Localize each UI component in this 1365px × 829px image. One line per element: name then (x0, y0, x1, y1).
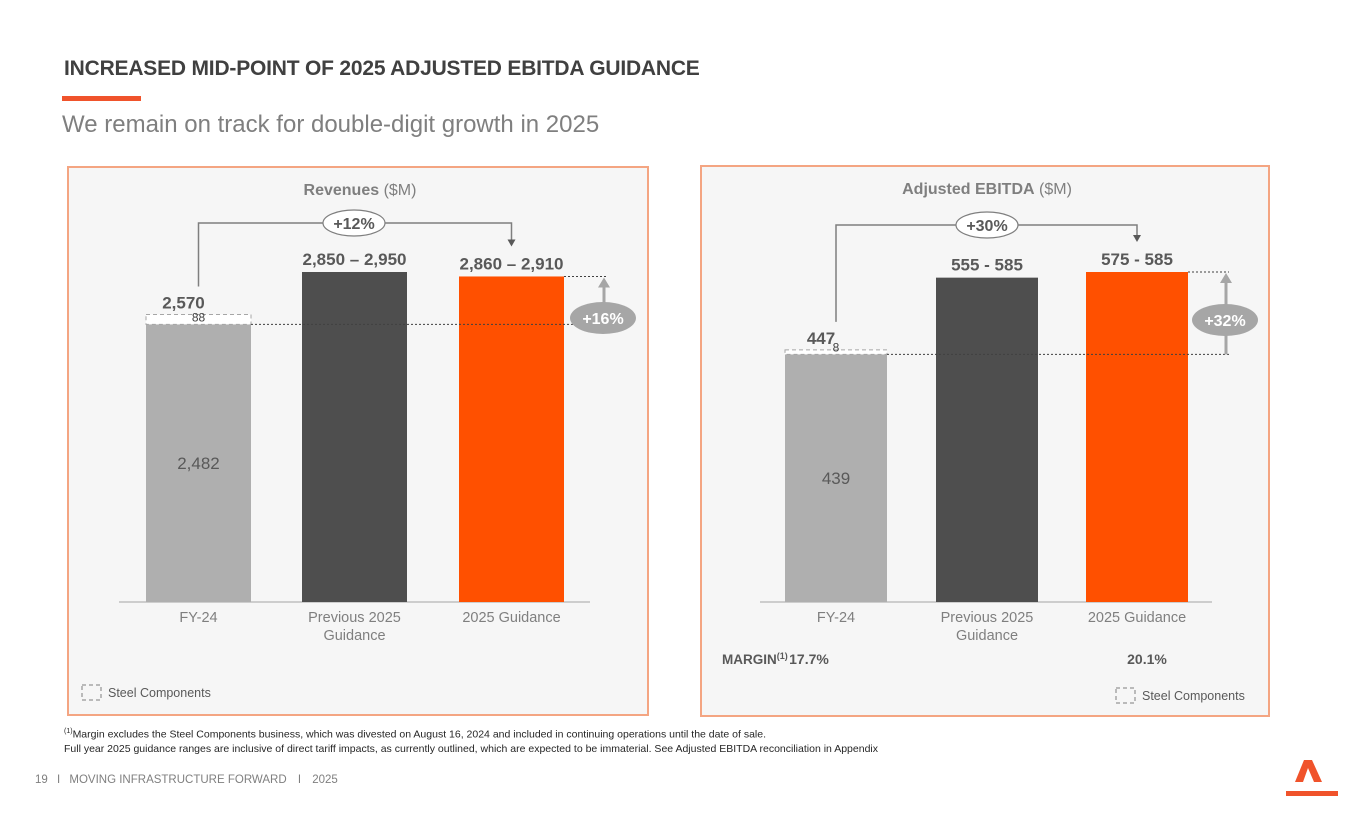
legend-swatch (1115, 687, 1136, 704)
bar-fy24-steel-label: 8 (833, 340, 840, 354)
x-tick-label: 2025 Guidance (1088, 610, 1186, 626)
legend-swatch (81, 684, 102, 701)
growth-previous-label: +30% (966, 218, 1007, 235)
margin-row-label: MARGIN(1) (722, 651, 788, 667)
growth-bracket-arrow (1133, 235, 1141, 242)
margin-label-text: MARGIN (722, 652, 777, 667)
bar-2025-guidance-label: 575 - 585 (1101, 250, 1173, 269)
bar-fy24-base-label: 2,482 (177, 454, 220, 473)
bar-fy24-base (146, 324, 251, 602)
growth-arrow-head (1220, 273, 1232, 283)
x-tick-label: Guidance (323, 628, 385, 644)
ebitda-chart-panel: Adjusted EBITDA ($M) 439 8 447 555 - 585 575 … (700, 165, 1270, 717)
bar-2025-guidance (1086, 272, 1188, 602)
bar-fy24-base-label: 439 (822, 469, 850, 488)
growth-previous-badge (955, 211, 1019, 239)
legend-label: Steel Components (1142, 689, 1245, 703)
footer-separator: I (57, 774, 61, 786)
bar-fy24-total-label: 2,570 (162, 294, 205, 313)
footer-separator: I (297, 774, 302, 786)
bar-fy24-steel-components (145, 314, 252, 325)
x-tick-label: 2025 Guidance (462, 610, 560, 626)
x-tick-label: Guidance (956, 628, 1018, 644)
growth-guidance-label: +16% (582, 311, 623, 328)
bar-fy24-steel-components (784, 349, 888, 355)
bar-fy24-base (785, 354, 887, 602)
bar-previous-guidance (302, 272, 407, 602)
growth-guidance-label: +32% (1204, 313, 1245, 330)
bar-previous-guidance-label: 555 - 585 (951, 256, 1023, 275)
chart-title-unit: ($M) (379, 182, 416, 199)
bar-fy24-total-label: 447 (807, 329, 835, 348)
growth-previous-badge (322, 209, 386, 237)
footnote-guidance: Full year 2025 guidance ranges are inclu… (64, 743, 878, 755)
margin-value: 20.1% (1127, 651, 1167, 667)
growth-bracket-arrow (507, 239, 516, 247)
page-footer: 19 I MOVING INFRASTRUCTURE FORWARD I 202… (35, 774, 338, 786)
revenues-chart: Revenues ($M) 2,482 882,570 2,850 – 2,950 2,… (81, 182, 636, 701)
company-logo-icon (1286, 760, 1338, 796)
chart-title-main: Revenues (304, 182, 380, 199)
chart-title-unit: ($M) (1035, 181, 1072, 198)
bar-previous-guidance-label: 2,850 – 2,950 (303, 250, 407, 269)
page-subtitle: We remain on track for double-digit grow… (62, 111, 600, 138)
footnote-margin: (1)Margin excludes the Steel Components … (64, 728, 766, 741)
footer-tagline: MOVING INFRASTRUCTURE FORWARD (69, 774, 287, 786)
legend-label: Steel Components (108, 686, 211, 700)
chart-title: Adjusted EBITDA ($M) (902, 181, 1072, 198)
margin-footnote-marker: (1) (777, 651, 788, 661)
footnote-margin-text: Margin excludes the Steel Components bus… (72, 728, 767, 741)
bar-previous-guidance (936, 277, 1038, 602)
growth-guidance-badge (1192, 304, 1258, 336)
bar-2025-guidance (459, 276, 564, 602)
footnote-marker: (1) (64, 728, 73, 735)
bar-fy24-steel-label: 88 (192, 310, 206, 324)
page-title: INCREASED MID-POINT OF 2025 ADJUSTED EBI… (64, 57, 700, 80)
chart-title: Revenues ($M) (304, 182, 417, 199)
x-tick-label: Previous 2025 (941, 610, 1034, 626)
bar-2025-guidance-label: 2,860 – 2,910 (460, 254, 564, 273)
margin-value: 17.7% (789, 651, 829, 667)
title-underline (62, 96, 141, 101)
footer-year: 2025 (312, 774, 338, 786)
x-tick-label: FY-24 (179, 610, 217, 626)
page-number: 19 (35, 774, 48, 786)
growth-arrow-head (598, 277, 610, 288)
revenues-chart-panel: Revenues ($M) 2,482 88 2,570 2,850 – 2,950 2,… (67, 166, 649, 716)
x-tick-label: Previous 2025 (308, 610, 401, 626)
growth-previous-label: +12% (333, 216, 374, 233)
chart-title-main: Adjusted EBITDA (902, 181, 1035, 198)
x-tick-label: FY-24 (817, 610, 855, 626)
growth-guidance-badge (570, 302, 636, 334)
